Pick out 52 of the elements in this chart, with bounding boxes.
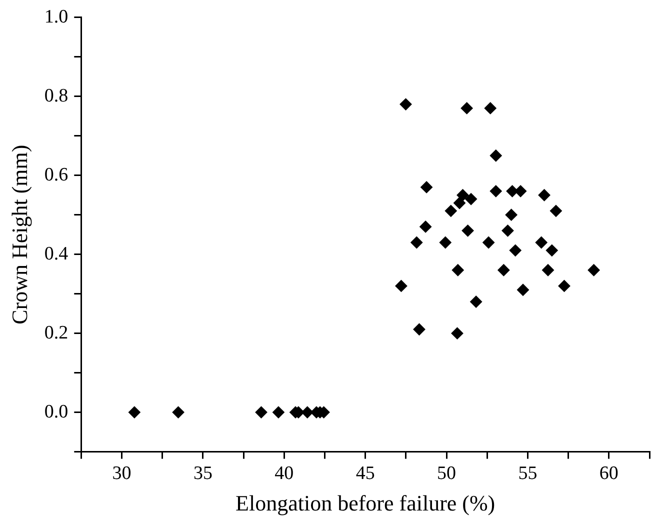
point [452, 264, 464, 276]
point [413, 323, 426, 336]
point [498, 264, 510, 276]
point [460, 102, 473, 114]
y-tick-label: 1.0 [44, 6, 68, 28]
point [456, 189, 469, 202]
point [255, 406, 268, 418]
point [490, 185, 502, 198]
point [128, 406, 140, 418]
point [484, 102, 496, 114]
x-tick-label: 55 [518, 463, 538, 484]
point [400, 98, 412, 110]
point [172, 406, 184, 418]
point [550, 204, 562, 217]
point [588, 264, 600, 276]
x-tick-label: 45 [356, 463, 375, 484]
y-tick-label: 0.2 [44, 322, 68, 344]
point [470, 296, 482, 308]
point [514, 185, 527, 198]
y-axis-title: Crown Height (mm) [6, 144, 32, 324]
point [490, 150, 502, 162]
point [535, 236, 548, 248]
point [509, 244, 522, 256]
point [272, 406, 284, 418]
point [517, 284, 529, 296]
point [420, 181, 433, 194]
point [451, 327, 464, 340]
y-tick-label: 0.8 [44, 85, 68, 106]
x-tick-label: 40 [274, 463, 294, 484]
point [542, 264, 554, 276]
point [482, 236, 495, 248]
point [538, 189, 550, 202]
point [420, 220, 432, 233]
point [465, 193, 478, 206]
x-tick-label: 35 [193, 463, 212, 484]
x-tick-label: 50 [437, 463, 456, 484]
y-tick-label: 0.0 [44, 401, 68, 422]
point [558, 280, 570, 292]
y-tick-label: 0.6 [44, 164, 68, 186]
point [395, 280, 408, 292]
point [444, 204, 457, 217]
x-tick-label: 30 [112, 463, 132, 484]
point [454, 197, 466, 210]
point [502, 224, 514, 237]
x-tick-label: 60 [599, 463, 618, 484]
y-tick-label: 0.4 [44, 243, 69, 264]
point [439, 236, 452, 248]
point [410, 236, 423, 248]
point [462, 224, 474, 237]
point [546, 244, 558, 256]
point [505, 208, 518, 221]
x-axis-title: Elongation before failure (%) [236, 490, 496, 516]
